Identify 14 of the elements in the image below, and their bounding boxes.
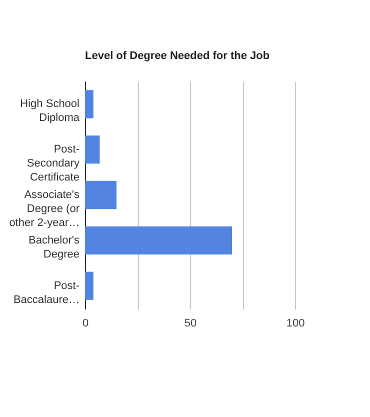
bar (85, 272, 94, 300)
y-tick-label: Post-Secondary Certificate (26, 144, 80, 184)
y-tick-label: Bachelor's Degree (28, 234, 80, 260)
y-tick-label: Associate's Degree (or other 2-year… (9, 189, 80, 229)
y-tick-label: Post-Baccalaure… (13, 280, 80, 306)
bar (85, 180, 116, 210)
bar (85, 90, 94, 118)
x-tick-label: 100 (286, 318, 305, 330)
bar (85, 136, 100, 164)
x-tick-label: 0 (82, 318, 89, 330)
bar (85, 226, 232, 254)
x-tick-label: 50 (184, 318, 197, 330)
y-tick-label: High School Diploma (20, 98, 80, 124)
chart-title: Level of Degree Needed for the Job (85, 50, 270, 62)
